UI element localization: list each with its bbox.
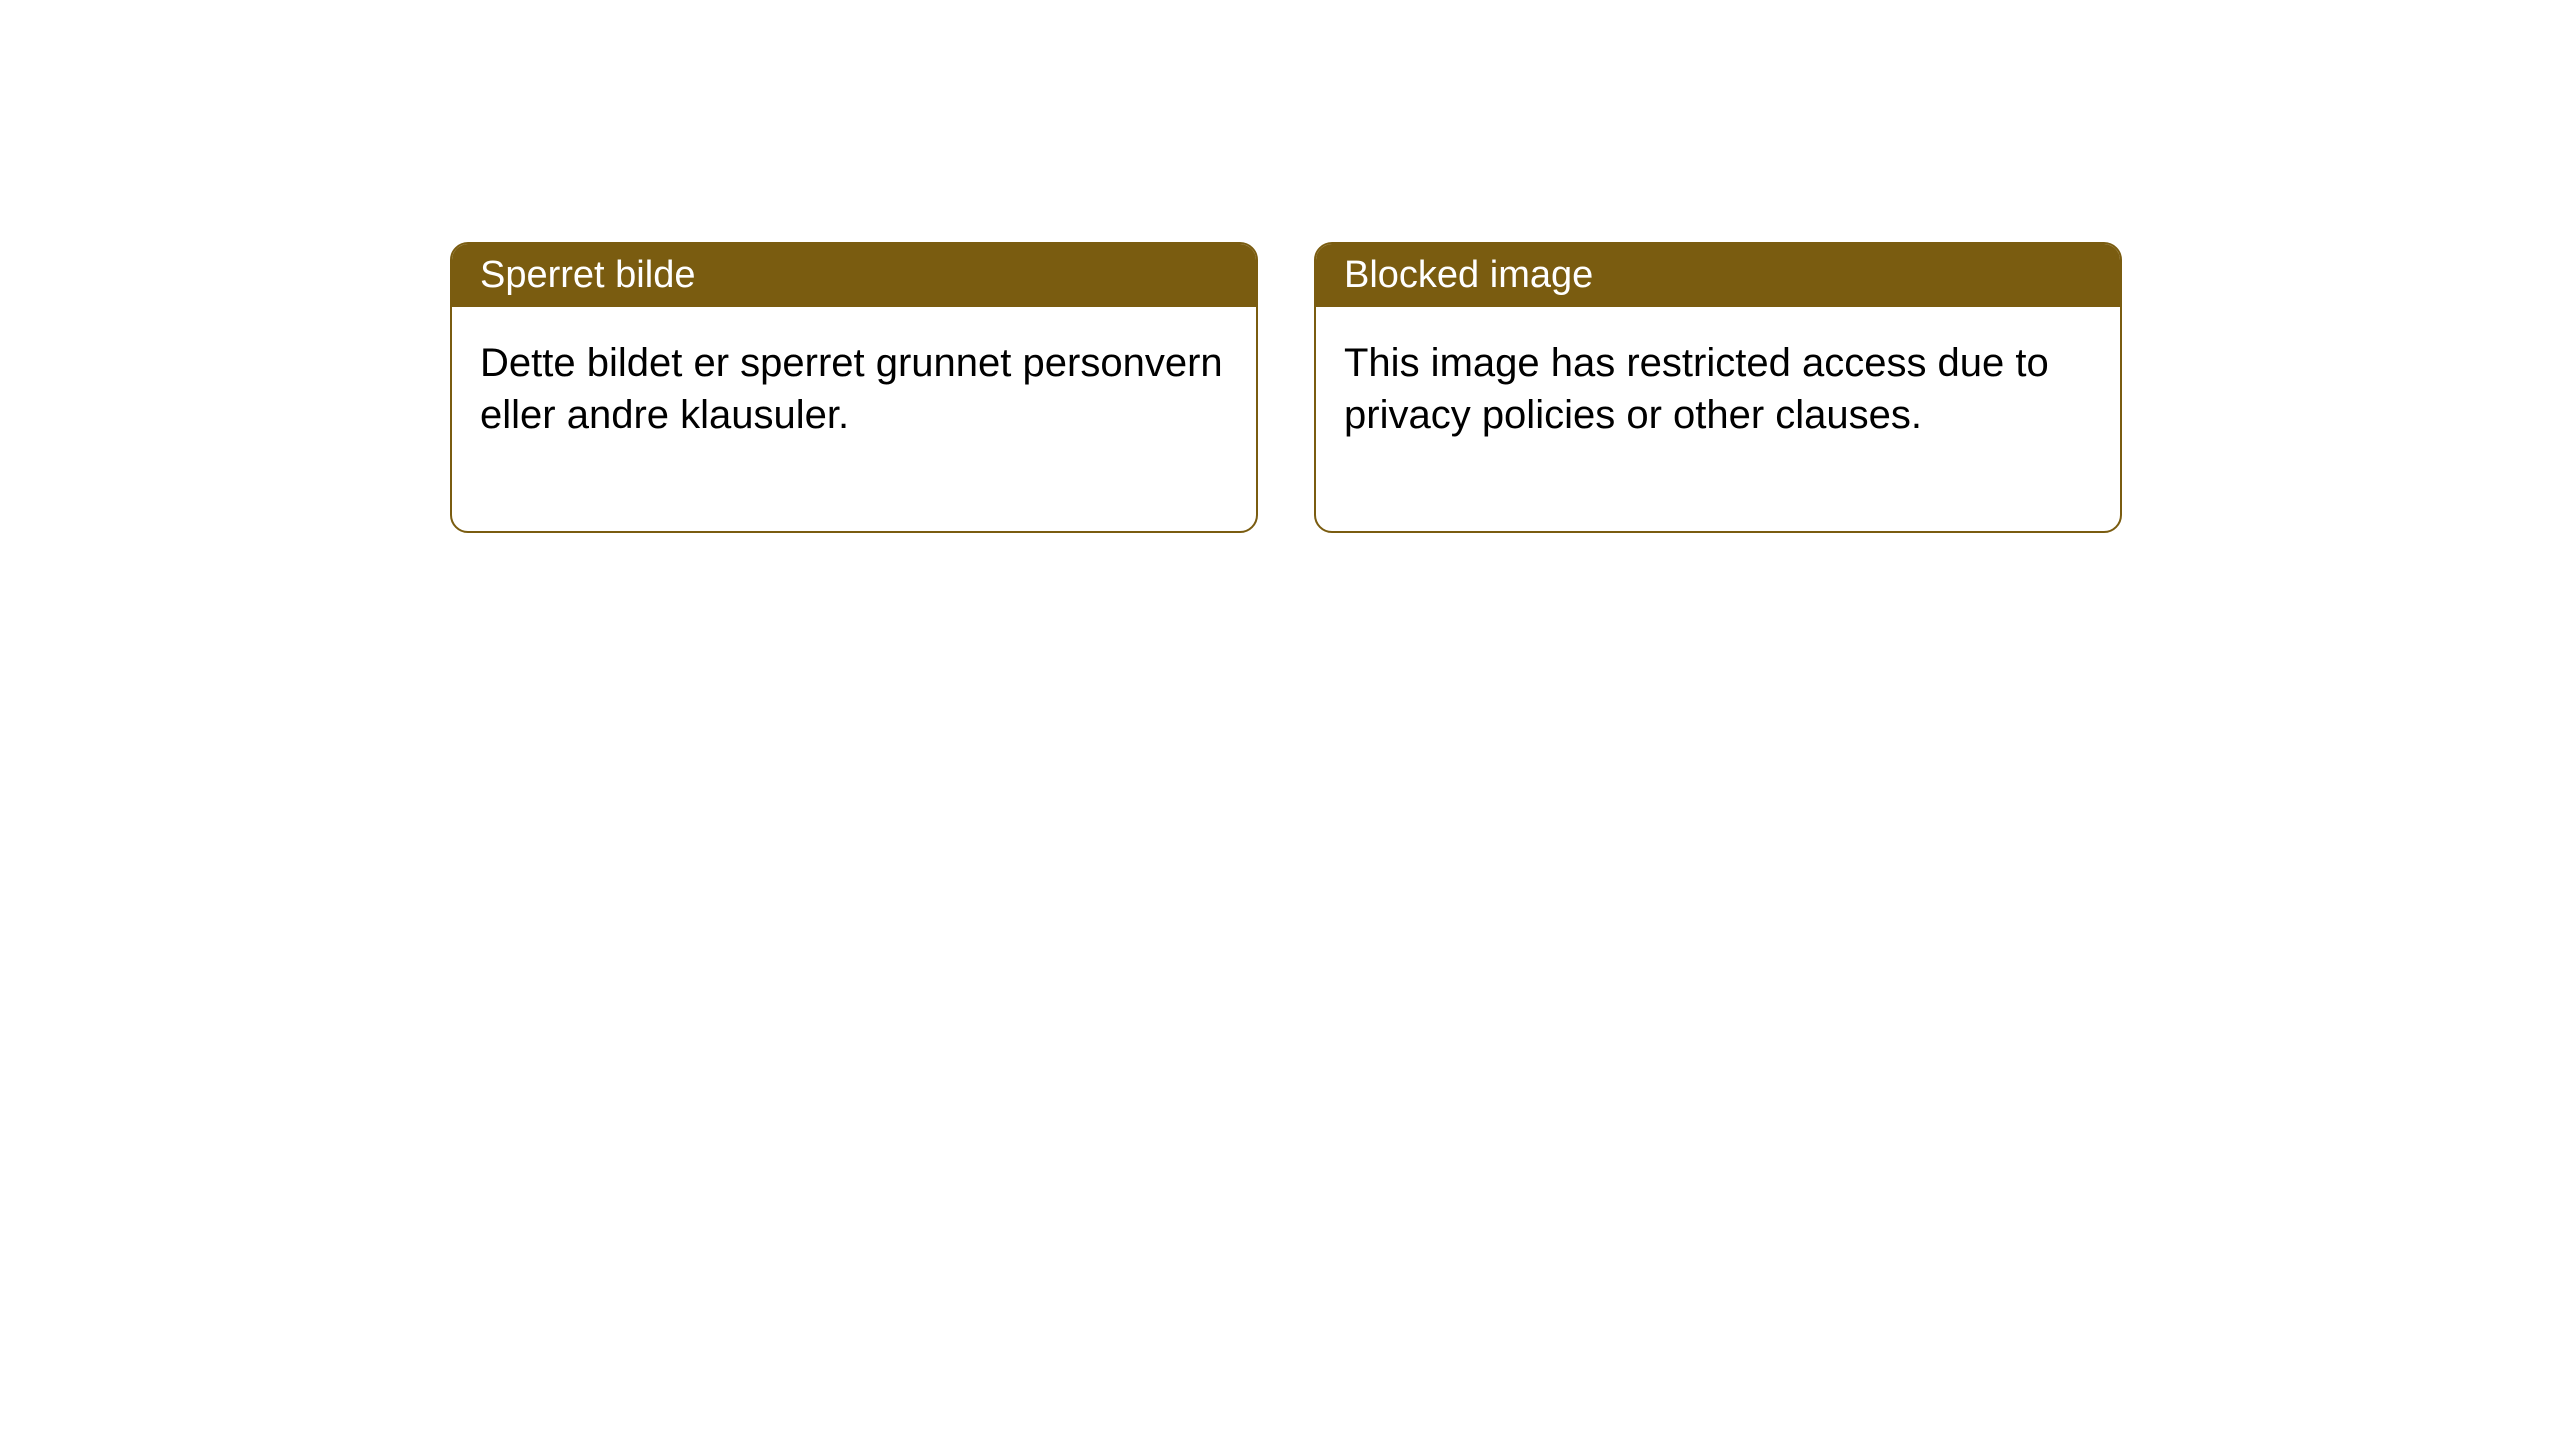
notice-body: This image has restricted access due to … <box>1316 307 2120 531</box>
notice-title: Blocked image <box>1344 254 1593 296</box>
notice-header: Sperret bilde <box>452 244 1256 307</box>
notice-card-english: Blocked image This image has restricted … <box>1314 242 2122 533</box>
notice-message: This image has restricted access due to … <box>1344 341 2049 437</box>
notice-header: Blocked image <box>1316 244 2120 307</box>
notice-card-norwegian: Sperret bilde Dette bildet er sperret gr… <box>450 242 1258 533</box>
notice-title: Sperret bilde <box>480 254 695 296</box>
notice-container: Sperret bilde Dette bildet er sperret gr… <box>450 242 2122 533</box>
notice-body: Dette bildet er sperret grunnet personve… <box>452 307 1256 531</box>
notice-message: Dette bildet er sperret grunnet personve… <box>480 341 1223 437</box>
